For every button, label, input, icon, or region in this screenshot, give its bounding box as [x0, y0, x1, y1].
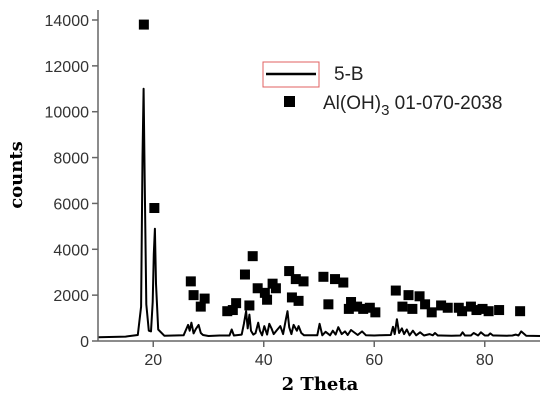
series-line-5-b: [97, 87, 541, 339]
x-tick-label: 40: [255, 352, 273, 369]
reference-peak-marker: [284, 266, 295, 277]
legend-line-swatch-box: [262, 61, 320, 88]
reference-peak-marker: [290, 274, 301, 285]
reference-peak-marker: [364, 302, 375, 313]
reference-peak-marker: [465, 301, 476, 312]
reference-peak-marker: [426, 307, 437, 318]
reference-peak-marker: [414, 291, 425, 302]
reference-peak-marker: [515, 306, 526, 317]
reference-peak-marker: [483, 306, 494, 317]
y-tick-label: 4000: [53, 242, 89, 259]
reference-peak-marker: [370, 307, 381, 318]
reference-peak-marker: [471, 305, 482, 316]
y-tick-label: 14000: [45, 13, 90, 30]
reference-peak-marker: [195, 301, 206, 312]
reference-peak-marker: [244, 300, 255, 311]
reference-peak-marker: [138, 19, 149, 30]
reference-peak-marker: [247, 251, 258, 262]
reference-peak-marker: [286, 292, 297, 303]
reference-peak-marker: [262, 294, 273, 305]
y-ticks: 0 2000 4000 6000 8000 10000 12000 14000: [45, 13, 98, 351]
reference-peak-marker: [323, 299, 334, 310]
y-tick-label: 12000: [45, 59, 90, 76]
legend-label-series-1: 5-B: [334, 64, 364, 85]
reference-peak-marker: [222, 306, 233, 317]
reference-peak-marker: [149, 203, 160, 214]
reference-peak-marker: [231, 298, 242, 309]
reference-peak-marker: [343, 303, 354, 314]
reference-peak-marker: [185, 276, 196, 287]
x-tick-label: 60: [365, 352, 383, 369]
reference-peak-marker: [457, 306, 468, 317]
reference-peak-marker: [293, 295, 304, 306]
reference-peak-marker: [358, 303, 369, 314]
reference-peak-marker: [259, 287, 270, 298]
y-tick-label: 10000: [45, 105, 90, 122]
reference-peak-marker: [338, 277, 349, 288]
reference-peak-marker: [199, 293, 210, 304]
reference-peak-marker: [420, 299, 431, 310]
reference-peak-marker: [188, 290, 199, 301]
reference-peak-marker: [407, 303, 418, 314]
reference-peak-marker: [442, 302, 453, 313]
reference-peak-marker: [239, 269, 250, 280]
x-tick-label: 20: [144, 352, 162, 369]
reference-peak-marker: [436, 300, 447, 311]
y-tick-label: 8000: [53, 151, 89, 168]
reference-peak-marker: [352, 301, 363, 312]
legend-square-marker: [284, 96, 295, 107]
reference-peak-marker: [494, 305, 505, 316]
y-tick-label: 0: [80, 334, 89, 351]
reference-peak-marker: [477, 303, 488, 314]
reference-peak-marker: [390, 285, 401, 296]
reference-peak-marker: [298, 276, 309, 287]
reference-peak-marker: [397, 301, 408, 312]
reference-peak-marker: [252, 283, 263, 294]
x-ticks: 20 40 60 80: [144, 341, 494, 369]
legend-label-series-2-part-b: 01-070-2038: [389, 93, 502, 114]
y-tick-label: 2000: [53, 288, 89, 305]
reference-peak-marker: [318, 271, 329, 282]
reference-peak-marker: [227, 305, 238, 316]
reference-peak-marker: [270, 283, 281, 294]
y-axis-title: counts: [6, 141, 27, 209]
legend-label-series-2-part-a: Al(OH): [323, 93, 381, 114]
x-tick-label: 80: [476, 352, 494, 369]
legend: 5-B Al(OH)3 01-070-2038: [262, 61, 502, 119]
legend-label-series-2-sub: 3: [381, 102, 389, 119]
x-axis-title: 2 Theta: [282, 374, 359, 395]
legend-label-series-2: Al(OH)3 01-070-2038: [323, 93, 502, 119]
plot-area: [97, 19, 541, 339]
reference-peak-marker: [330, 274, 341, 285]
reference-peak-marker: [346, 297, 357, 308]
reference-peak-marker: [403, 290, 414, 301]
y-tick-label: 6000: [53, 196, 89, 213]
